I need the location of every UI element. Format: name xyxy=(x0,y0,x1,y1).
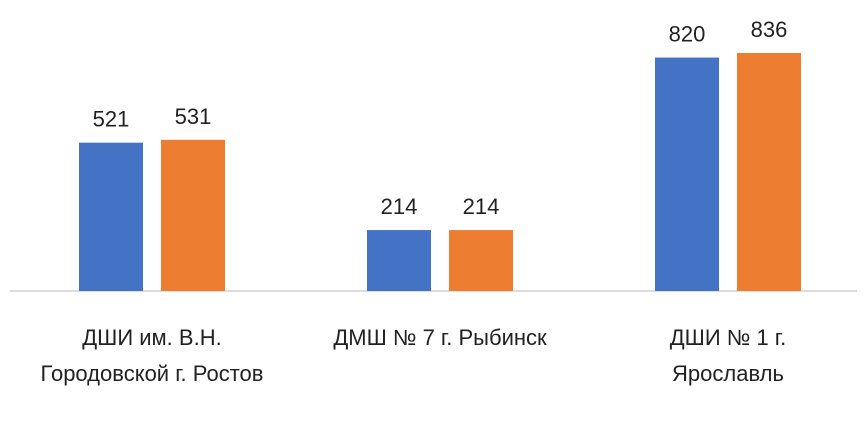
bar xyxy=(655,57,719,291)
data-label: 836 xyxy=(751,17,788,42)
data-label: 820 xyxy=(669,22,706,47)
data-label: 521 xyxy=(93,107,130,132)
data-label: 214 xyxy=(381,194,418,219)
data-label: 531 xyxy=(175,104,212,129)
data-label: 214 xyxy=(463,194,500,219)
x-tick-label: ДМШ № 7 г. Рыбинск xyxy=(333,325,547,350)
bar xyxy=(367,230,431,291)
bar xyxy=(737,53,801,291)
bar xyxy=(79,142,143,291)
bar xyxy=(449,230,513,291)
x-tick-label: ДШИ № 1 г. Ярославль xyxy=(669,325,787,386)
x-tick-label: ДШИ им. В.Н. Городовской г. Ростов xyxy=(40,325,264,386)
bar xyxy=(161,139,225,291)
